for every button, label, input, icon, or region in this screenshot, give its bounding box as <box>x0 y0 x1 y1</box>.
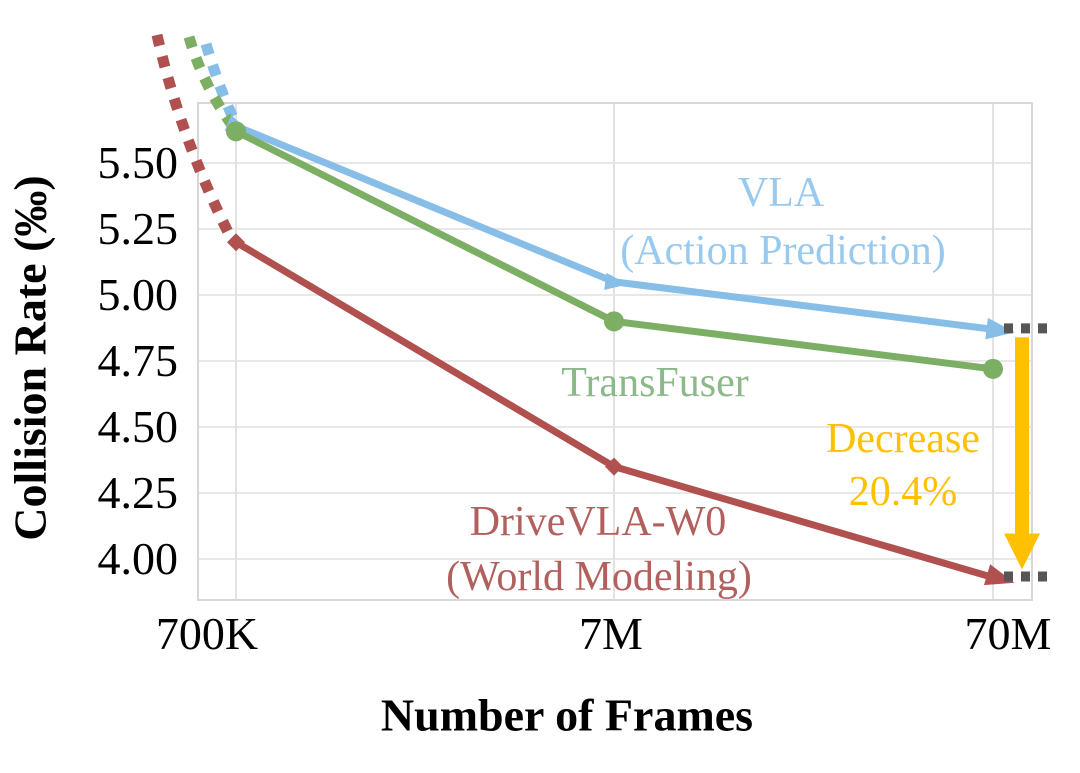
annotation-decrease-percent: 20.4% <box>848 468 958 515</box>
y-tick-label: 4.00 <box>97 533 179 584</box>
series-label-drivevla-w0: DriveVLA-W0 <box>469 498 727 545</box>
y-tick-label: 4.75 <box>97 335 179 386</box>
arrowhead-marker <box>604 272 628 290</box>
diamond-marker <box>605 457 623 476</box>
diamond-marker <box>227 233 245 252</box>
circle-marker <box>226 121 246 142</box>
circle-marker <box>604 311 624 332</box>
leadin-dotted-line <box>200 42 240 125</box>
series-label-vla-subtitle: (Action Prediction) <box>620 227 946 274</box>
plot-border <box>197 102 1033 601</box>
circle-marker <box>983 358 1003 379</box>
y-tick-label: 5.25 <box>97 203 179 254</box>
leadin-dotted-line <box>183 35 240 133</box>
x-tick-label: 700K <box>155 608 259 659</box>
y-tick-label: 5.00 <box>97 269 179 320</box>
y-tick-label: 5.50 <box>97 137 179 188</box>
y-tick-label: 4.25 <box>97 467 179 518</box>
annotation-decrease-text: Decrease <box>826 415 980 462</box>
series-label-vla: VLA <box>737 169 825 216</box>
decrease-arrow-shaft <box>1015 337 1029 537</box>
x-tick-label: 70M <box>964 608 1052 659</box>
leadin-dotted-line <box>151 33 237 243</box>
series-label-drivevla-w0-subtitle: (World Modeling) <box>446 553 752 600</box>
series-label-transfuser: TransFuser <box>561 359 749 406</box>
arrowhead-marker <box>985 317 1015 340</box>
decrease-arrow-head <box>1004 533 1040 570</box>
y-tick-label: 4.50 <box>97 401 179 452</box>
x-tick-label: 7M <box>579 608 643 659</box>
x-axis-title: Number of Frames <box>380 689 754 741</box>
